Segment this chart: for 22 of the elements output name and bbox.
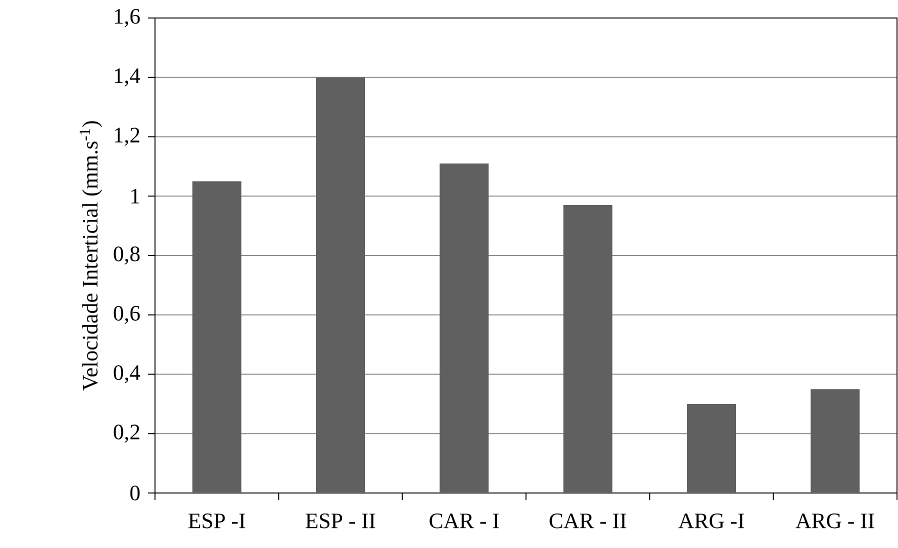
y-tick-label: 0,4	[114, 365, 140, 384]
bar	[192, 181, 242, 493]
y-tick-label: 1,4	[114, 68, 140, 86]
y-tick-label: 0,8	[114, 246, 140, 265]
x-tick-label: CAR - I	[430, 514, 499, 528]
y-tick-label: 0,6	[114, 306, 140, 324]
x-tick-label: ARG -I	[678, 514, 744, 528]
y-tick-label: 1	[131, 188, 140, 204]
y-tick-label: 1,6	[114, 9, 140, 27]
bar	[687, 404, 736, 493]
x-tick-label: ARG - II	[796, 514, 874, 528]
x-tick-label: ESP -I	[188, 514, 246, 528]
x-tick-label: CAR - II	[550, 514, 626, 528]
y-tick-label: 0,2	[114, 424, 140, 443]
bar	[316, 77, 366, 493]
bar	[440, 163, 489, 493]
y-tick-label: 1,2	[114, 128, 140, 146]
bar	[563, 205, 612, 493]
y-tick-label: 0	[130, 486, 140, 500]
y-axis-title: Velocidade Interticial (mm.s$^{-1}$)	[80, 121, 102, 390]
x-tick-label: ESP - II	[306, 514, 376, 528]
bar	[810, 389, 860, 493]
